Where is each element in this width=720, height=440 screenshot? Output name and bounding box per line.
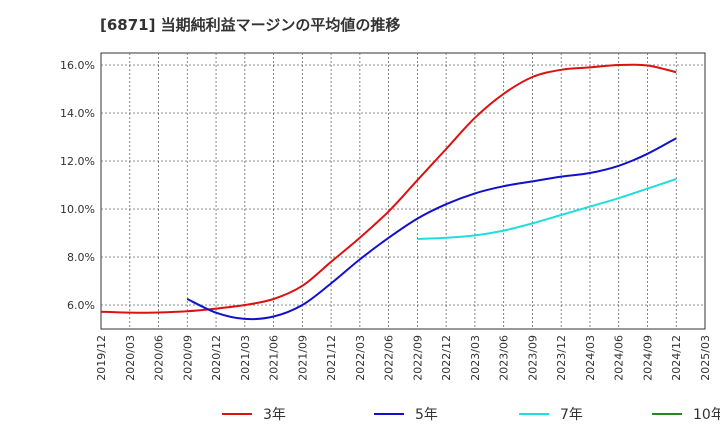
grid-lines [101,53,705,329]
legend-label-3: 10年 [693,407,720,423]
x-tick-label: 2019/12 [95,335,108,381]
y-tick-label: 6.0% [67,299,95,312]
y-axis: 6.0% 8.0% 10.0% 12.0% 14.0% 16.0% [60,59,95,312]
legend-label-0: 3年 [263,407,286,423]
series-line-1 [186,137,677,321]
x-axis: 2019/12 2020/03 2020/06 2020/09 2020/12 2021/… [95,335,712,381]
x-tick-label: 2020/09 [181,335,194,381]
x-tick-label: 2020/03 [124,335,137,381]
x-tick-label: 2022/12 [440,335,453,381]
x-tick-label: 2023/03 [469,335,482,381]
legend-label-1: 5年 [415,407,438,423]
x-tick-label: 2020/06 [153,335,166,381]
x-tick-label: 2024/06 [613,335,626,381]
series-line-2 [417,178,677,240]
x-tick-label: 2020/12 [210,335,223,381]
series-lines [100,63,677,321]
x-tick-label: 2025/03 [699,335,712,381]
x-tick-label: 2022/09 [411,335,424,381]
x-tick-label: 2024/03 [584,335,597,381]
x-tick-label: 2021/06 [268,335,281,381]
chart-title: [6871] 当期純利益マージンの平均値の推移 [100,16,400,34]
x-tick-label: 2024/12 [670,335,683,381]
y-tick-label: 8.0% [67,251,95,264]
x-tick-label: 2022/06 [383,335,396,381]
y-tick-label: 12.0% [60,155,95,168]
x-tick-label: 2023/09 [526,335,539,381]
x-tick-label: 2022/03 [354,335,367,381]
x-tick-label: 2021/03 [239,335,252,381]
x-tick-label: 2023/12 [555,335,568,381]
legend: 3年 5年 7年 10年 [222,407,720,423]
x-tick-label: 2021/12 [325,335,338,381]
y-tick-label: 14.0% [60,107,95,120]
y-tick-label: 10.0% [60,203,95,216]
plot-area [100,52,706,330]
series-line-0 [100,63,677,314]
y-tick-label: 16.0% [60,59,95,72]
x-tick-label: 2021/09 [296,335,309,381]
legend-label-2: 7年 [560,407,583,423]
x-tick-label: 2023/06 [498,335,511,381]
x-tick-label: 2024/09 [641,335,654,381]
